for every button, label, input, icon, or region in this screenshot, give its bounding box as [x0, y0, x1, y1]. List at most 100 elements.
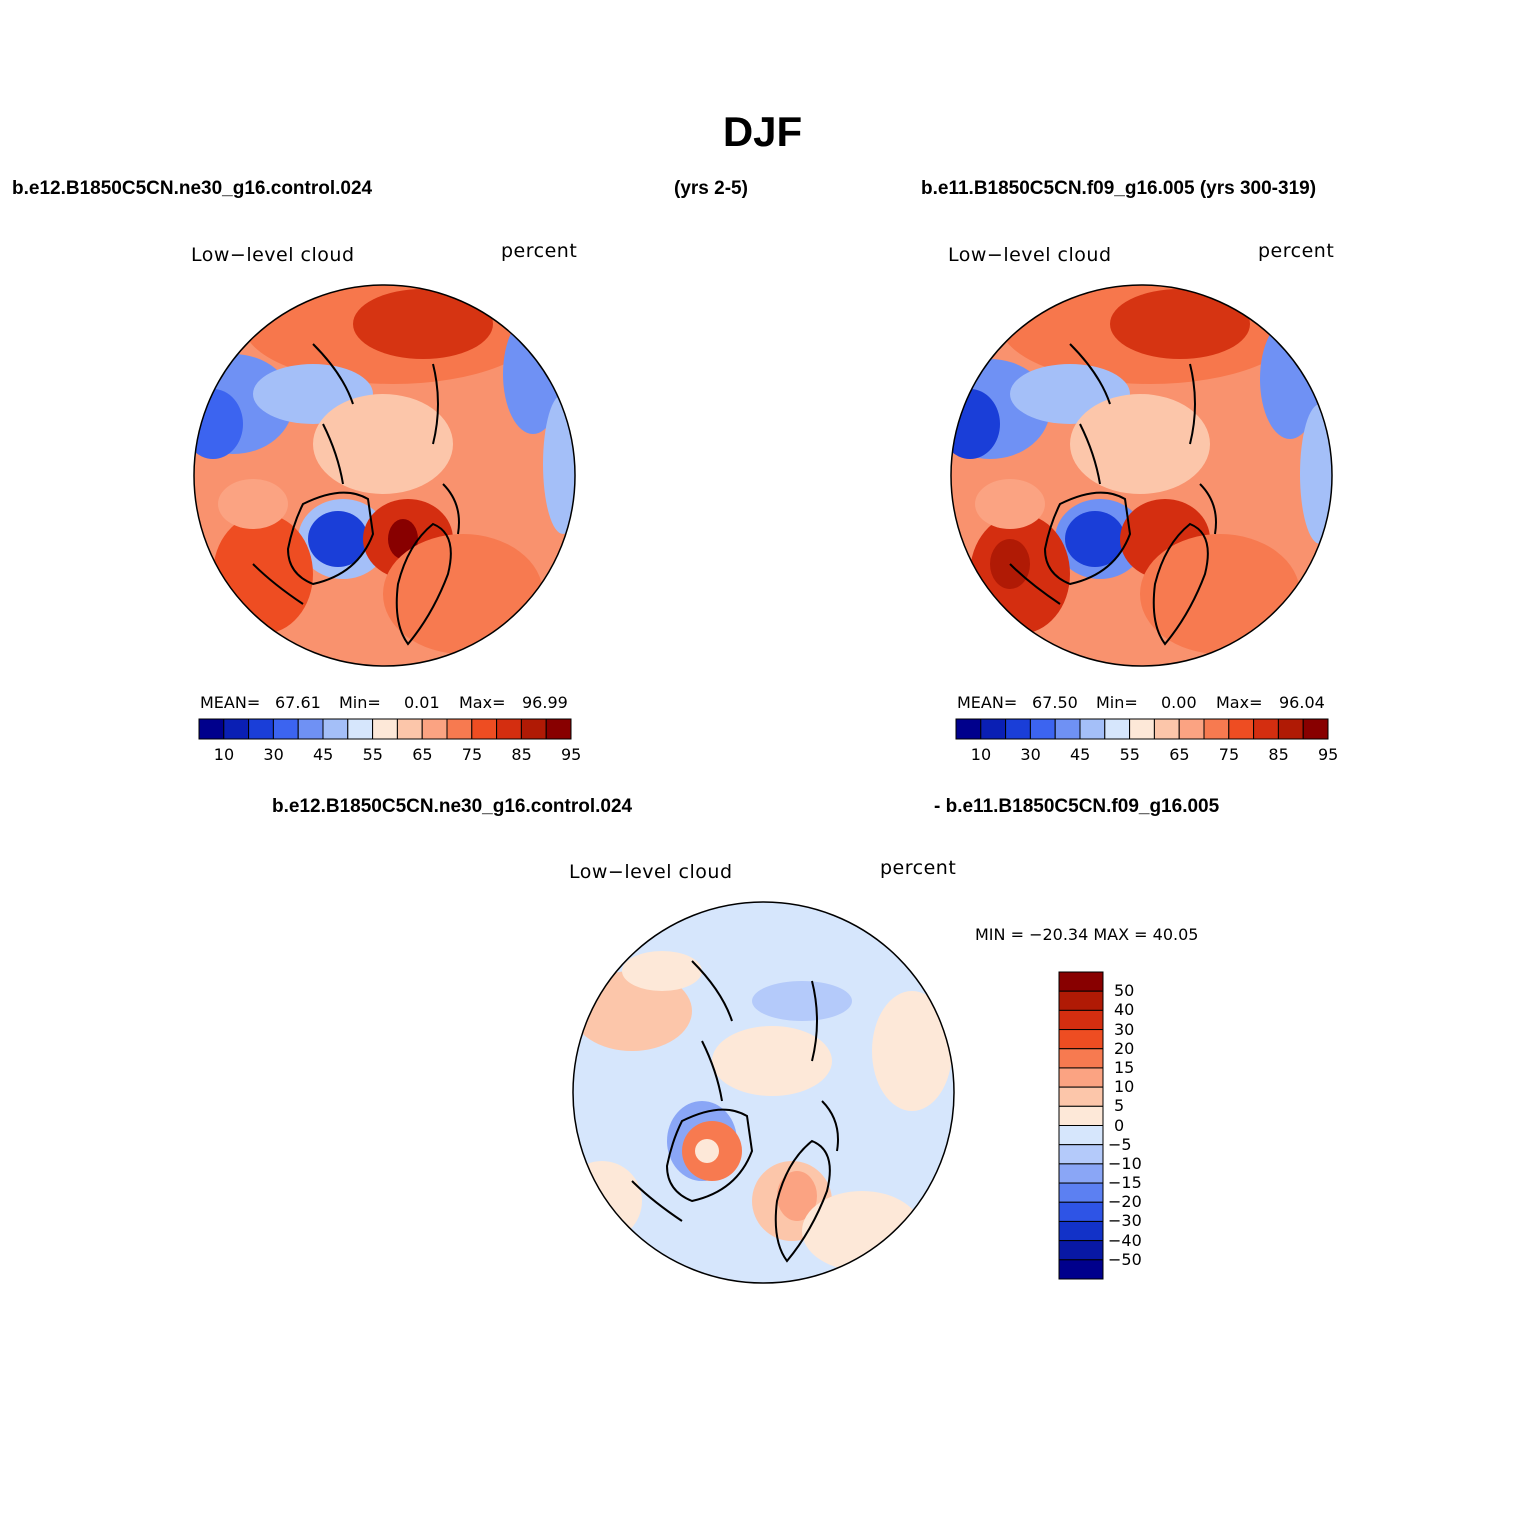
colorbar-swatch — [1058, 1144, 1104, 1165]
colorbar-swatch — [272, 718, 299, 740]
colorbar-swatch — [1104, 718, 1131, 740]
colorbar-swatch — [1302, 718, 1329, 740]
colorbar-swatch — [1054, 718, 1081, 740]
diff-colorbar-ticks: 50 40 30 20 15 10 5 0 −5 −10 −15 −20 −30 −40 −50 — [1108, 971, 1170, 1280]
panel2-mean-label: MEAN= — [957, 693, 1018, 712]
colorbar-tick-label: 15 — [1114, 1057, 1135, 1077]
colorbar-swatch — [1058, 990, 1104, 1011]
colorbar-swatch — [955, 718, 982, 740]
colorbar-swatch — [1058, 1067, 1104, 1088]
colorbar-swatch — [1058, 1163, 1104, 1184]
colorbar-tick-label: 65 — [412, 745, 433, 764]
colorbar-tick-label: 55 — [1119, 745, 1140, 764]
case2-header: b.e11.B1850C5CN.f09_g16.005 (yrs 300-319… — [921, 178, 1317, 199]
colorbar-tick-label: 65 — [1169, 745, 1190, 764]
colorbar-swatch — [1277, 718, 1304, 740]
colorbar-swatch — [396, 718, 423, 740]
panel2-colorbar-ticks: 10 30 45 55 65 75 85 95 — [956, 745, 1339, 765]
colorbar-tick-label: 40 — [1114, 1000, 1135, 1020]
colorbar-tick-label: 0 — [1114, 1115, 1125, 1135]
colorbar-tick-label: −20 — [1108, 1192, 1142, 1212]
colorbar-tick-label: 50 — [1114, 981, 1135, 1001]
colorbar-swatch — [1178, 718, 1205, 740]
panel1-colorbar — [198, 718, 572, 740]
colorbar-swatch — [1058, 1240, 1104, 1261]
colorbar-tick-label: −40 — [1108, 1230, 1142, 1250]
colorbar-tick-label: 45 — [313, 745, 334, 764]
colorbar-swatch — [347, 718, 374, 740]
colorbar-swatch — [1058, 971, 1104, 992]
diff-minmax-readout: MIN = −20.34 MAX = 40.05 — [975, 925, 1199, 944]
case1-years-header: (yrs 2-5) — [674, 178, 748, 199]
colorbar-tick-label: 95 — [561, 745, 582, 764]
colorbar-swatch — [198, 718, 225, 740]
panel1-min-value: 0.01 — [404, 693, 440, 712]
colorbar-swatch — [1058, 1009, 1104, 1031]
colorbar-swatch — [1153, 718, 1180, 740]
colorbar-swatch — [1029, 718, 1056, 740]
panel2-polar-map — [950, 284, 1333, 667]
colorbar-tick-label: −50 — [1108, 1249, 1142, 1269]
colorbar-tick-label: −10 — [1108, 1153, 1142, 1173]
colorbar-swatch — [496, 718, 522, 740]
colorbar-tick-label: −30 — [1108, 1211, 1142, 1231]
colorbar-swatch — [297, 718, 324, 740]
panel2-max-value: 96.04 — [1279, 693, 1325, 712]
colorbar-swatch — [1058, 1182, 1104, 1203]
colorbar-tick-label: 10 — [970, 745, 992, 764]
colorbar-swatch — [1058, 1201, 1104, 1222]
colorbar-tick-label: 30 — [263, 745, 284, 764]
panel1-max-label: Max= — [459, 693, 506, 712]
colorbar-swatch — [446, 718, 473, 740]
colorbar-swatch — [1058, 1029, 1104, 1050]
panel2-variable-label: Low−level cloud — [948, 244, 1112, 266]
panel2-min-value: 0.00 — [1161, 693, 1197, 712]
diff-case2-header: - b.e11.B1850C5CN.f09_g16.005 — [934, 796, 1220, 817]
colorbar-tick-label: 85 — [511, 745, 532, 764]
panel2-mean-value: 67.50 — [1032, 693, 1078, 712]
panel1-units-label: percent — [501, 240, 578, 262]
colorbar-swatch — [372, 718, 398, 740]
colorbar-tick-label: 20 — [1114, 1038, 1135, 1058]
case1-header: b.e12.B1850C5CN.ne30_g16.control.024 — [12, 178, 373, 199]
colorbar-swatch — [520, 718, 547, 740]
colorbar-tick-label: 75 — [1218, 745, 1240, 764]
colorbar-swatch — [1058, 1259, 1104, 1280]
colorbar-swatch — [1228, 718, 1255, 740]
panel1-mean-label: MEAN= — [200, 693, 261, 712]
panel1-polar-map — [193, 284, 576, 667]
colorbar-swatch — [1058, 1220, 1104, 1242]
diff-units-label: percent — [880, 857, 957, 879]
colorbar-swatch — [1058, 1048, 1104, 1069]
colorbar-swatch — [980, 718, 1007, 740]
panel2-min-label: Min= — [1096, 693, 1138, 712]
diff-polar-map — [572, 901, 955, 1284]
colorbar-tick-label: 30 — [1114, 1019, 1135, 1039]
colorbar-tick-label: 85 — [1268, 745, 1289, 764]
colorbar-swatch — [1058, 1105, 1104, 1126]
colorbar-tick-label: 75 — [461, 745, 483, 764]
panel2-colorbar — [955, 718, 1329, 740]
panel2-units-label: percent — [1258, 240, 1335, 262]
colorbar-tick-label: 10 — [1114, 1077, 1135, 1097]
panel1-min-label: Min= — [339, 693, 381, 712]
colorbar-tick-label: 5 — [1114, 1096, 1125, 1116]
colorbar-tick-label: 95 — [1318, 745, 1339, 764]
colorbar-tick-label: 30 — [1020, 745, 1041, 764]
panel1-mean-value: 67.61 — [275, 693, 321, 712]
panel2-max-label: Max= — [1216, 693, 1263, 712]
diff-variable-label: Low−level cloud — [569, 861, 733, 883]
colorbar-swatch — [1129, 718, 1155, 740]
colorbar-swatch — [1005, 718, 1031, 740]
colorbar-swatch — [223, 718, 250, 740]
colorbar-swatch — [1203, 718, 1230, 740]
diff-colorbar — [1058, 971, 1104, 1280]
colorbar-tick-label: −15 — [1108, 1173, 1142, 1193]
colorbar-swatch — [1058, 1125, 1104, 1146]
panel1-max-value: 96.99 — [522, 693, 568, 712]
colorbar-swatch — [1253, 718, 1279, 740]
colorbar-swatch — [471, 718, 498, 740]
colorbar-tick-label: 55 — [362, 745, 383, 764]
colorbar-tick-label: 45 — [1070, 745, 1091, 764]
colorbar-tick-label: 10 — [213, 745, 235, 764]
